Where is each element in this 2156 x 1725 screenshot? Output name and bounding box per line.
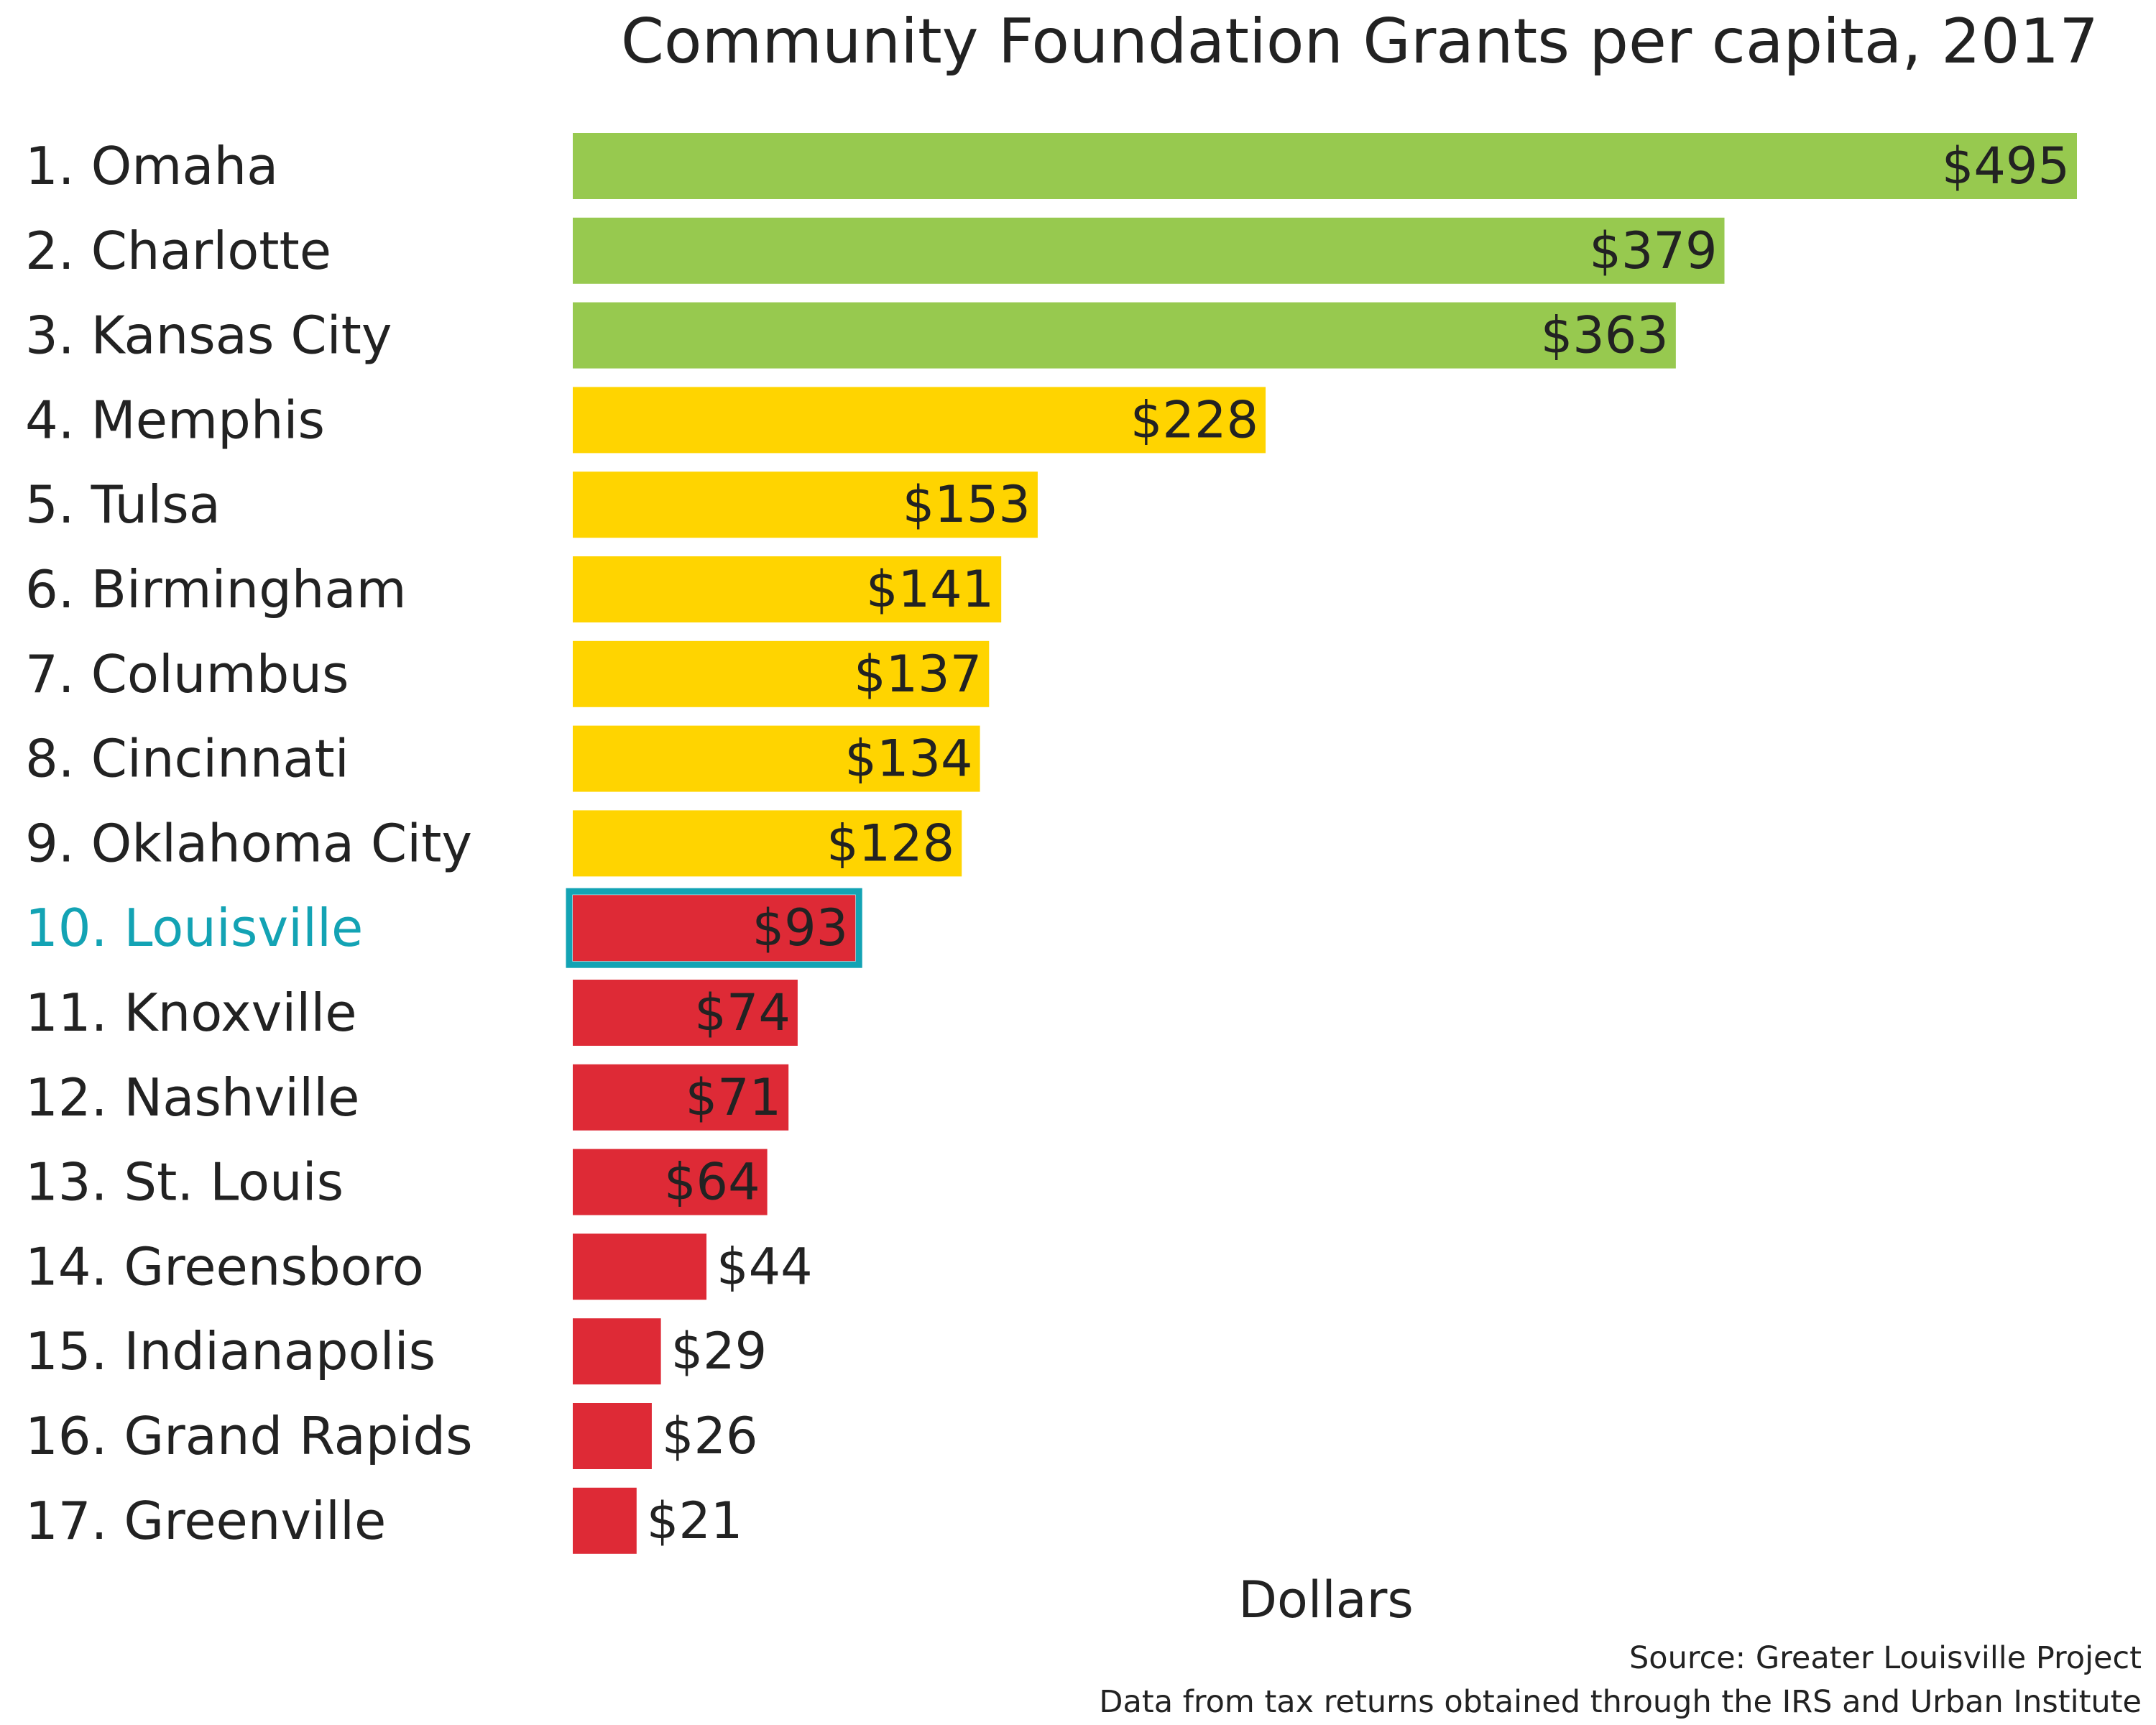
category-label-7: 7. Columbus	[25, 644, 349, 704]
value-label-3: $363	[1541, 306, 1669, 365]
bar-15	[573, 1318, 661, 1385]
category-label-17: 17. Greenville	[25, 1491, 386, 1551]
value-label-15: $29	[671, 1322, 768, 1381]
category-label-13: 13. St. Louis	[25, 1152, 344, 1213]
bar-7	[573, 640, 990, 707]
bar-5	[573, 472, 1038, 538]
highlight-outline	[566, 888, 862, 968]
bar-14	[573, 1233, 707, 1300]
value-label-8: $134	[844, 730, 972, 788]
bar-10	[573, 895, 856, 962]
category-label-2: 2. Charlotte	[25, 221, 331, 281]
value-label-13: $64	[664, 1153, 760, 1212]
bar-2	[573, 217, 1725, 284]
category-label-12: 12. Nashville	[25, 1067, 359, 1128]
source-note: Source: Greater Louisville Project	[1628, 1640, 2142, 1676]
category-label-10: 10. Louisville	[25, 898, 363, 958]
bars-group	[566, 133, 2077, 1554]
value-label-12: $71	[686, 1068, 782, 1127]
bar-8	[573, 725, 980, 792]
bar-16	[573, 1403, 652, 1469]
bar-12	[573, 1064, 789, 1131]
value-label-2: $379	[1589, 221, 1717, 280]
category-label-8: 8. Cincinnati	[25, 729, 349, 789]
bar-6	[573, 556, 1002, 622]
value-label-5: $153	[903, 475, 1031, 534]
value-labels-group: $495 $379 $363 $228 $153 $141 $137 $134 $128 $93 $…	[647, 137, 2070, 1550]
bar-1	[573, 133, 2077, 199]
category-label-6: 6. Birmingham	[25, 559, 407, 620]
category-label-9: 9. Oklahoma City	[25, 813, 472, 873]
category-label-5: 5. Tulsa	[25, 474, 221, 535]
bar-11	[573, 980, 798, 1046]
chart-title: Community Foundation Grants per capita, …	[620, 6, 2099, 78]
value-label-17: $21	[647, 1491, 743, 1550]
bar-4	[573, 387, 1266, 454]
bar-9	[573, 810, 962, 877]
value-label-7: $137	[854, 645, 982, 704]
category-label-4: 4. Memphis	[25, 390, 325, 450]
category-label-14: 14. Greensboro	[25, 1236, 424, 1297]
value-label-1: $495	[1942, 137, 2070, 196]
category-label-15: 15. Indianapolis	[25, 1321, 436, 1381]
value-label-10: $93	[752, 898, 849, 957]
data-note: Data from tax returns obtained through t…	[1099, 1684, 2142, 1720]
value-label-16: $26	[662, 1407, 758, 1466]
value-label-14: $44	[717, 1237, 813, 1296]
category-label-1: 1. Omaha	[25, 136, 278, 196]
bar-3	[573, 302, 1676, 369]
x-axis-label: Dollars	[1238, 1570, 1414, 1629]
category-label-16: 16. Grand Rapids	[25, 1406, 473, 1466]
value-label-4: $228	[1130, 390, 1258, 449]
bar-chart: 1. Omaha 2. Charlotte 3. Kansas City 4. Mem…	[25, 133, 2077, 1554]
value-label-6: $141	[866, 560, 994, 619]
value-label-9: $128	[826, 814, 954, 873]
bar-13	[573, 1149, 768, 1215]
bar-17	[573, 1487, 637, 1554]
category-label-3: 3. Kansas City	[25, 305, 392, 366]
category-label-11: 11. Knoxville	[25, 983, 357, 1043]
category-labels-group: 1. Omaha 2. Charlotte 3. Kansas City 4. Mem…	[25, 136, 473, 1551]
value-label-11: $74	[694, 983, 791, 1042]
